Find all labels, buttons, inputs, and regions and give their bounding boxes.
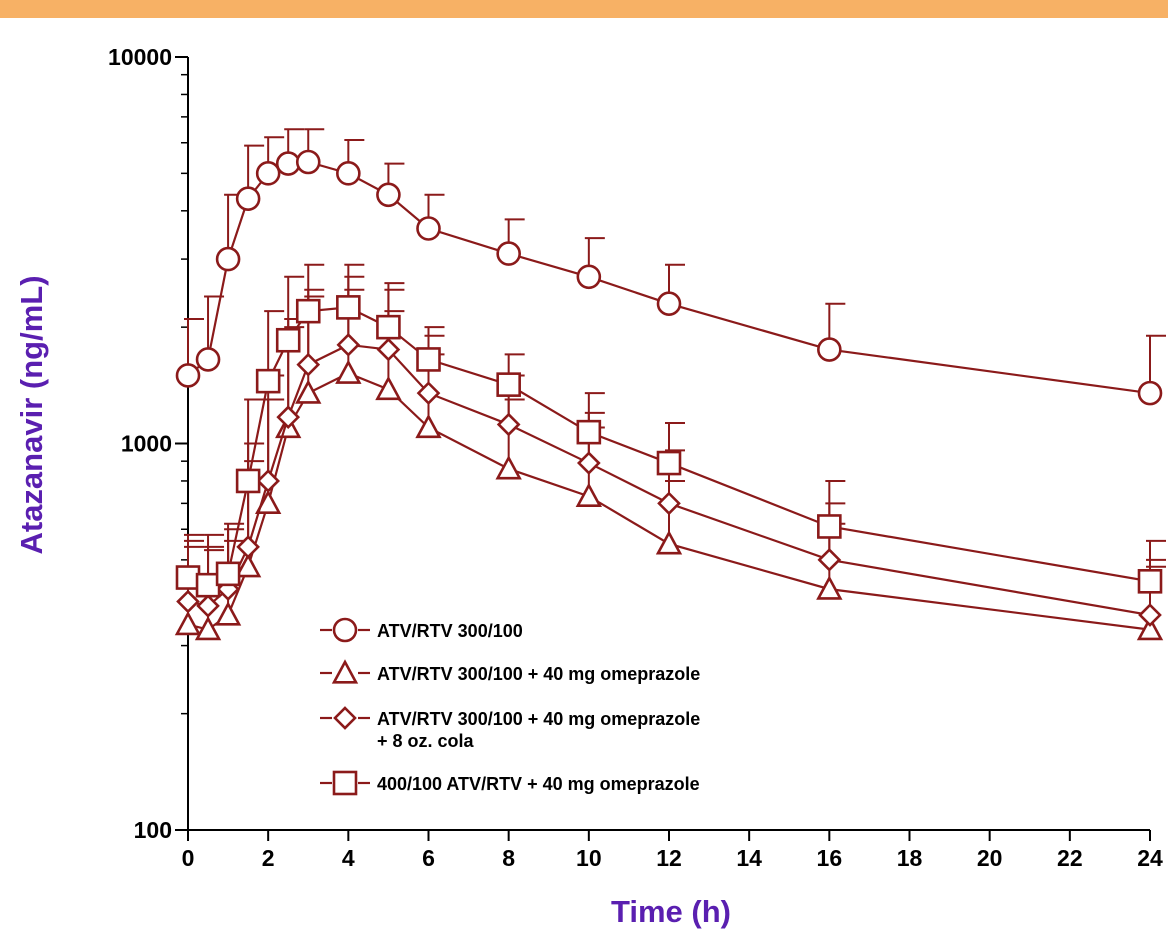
legend-item-circle: ATV/RTV 300/100: [320, 617, 523, 643]
legend-label: 400/100 ATV/RTV + 40 mg omeprazole: [377, 774, 700, 794]
x-tick-label: 22: [1057, 845, 1083, 871]
data-point: [275, 327, 301, 353]
legend-item-diamond: ATV/RTV 300/100 + 40 mg omeprazole+ 8 oz…: [320, 706, 700, 751]
x-axis-title: Time (h): [611, 894, 731, 929]
data-point: [276, 405, 301, 429]
data-point: [256, 469, 281, 493]
y-tick-label: 10000: [108, 44, 172, 70]
legend-marker: [331, 659, 359, 684]
data-point: [215, 246, 241, 272]
x-tick-label: 24: [1137, 845, 1163, 871]
series-circle: [175, 128, 1166, 406]
y-axis-title: Atazanavir (ng/mL): [14, 275, 49, 554]
data-point: [415, 413, 442, 439]
data-point: [176, 589, 200, 614]
x-tick-label: 16: [817, 845, 843, 871]
data-point: [1138, 603, 1162, 627]
data-point: [496, 372, 521, 397]
top-accent-bar: [0, 0, 1168, 18]
legend-label: + 8 oz. cola: [377, 731, 475, 751]
data-point: [817, 548, 842, 572]
data-point: [236, 535, 260, 559]
data-point: [295, 298, 321, 324]
x-tick-label: 2: [262, 845, 275, 871]
x-tick-label: 20: [977, 845, 1003, 871]
legend: ATV/RTV 300/100 ATV/RTV 300/100 + 40 mg o…: [320, 617, 700, 796]
data-point: [416, 381, 441, 405]
data-point: [495, 455, 522, 480]
data-point: [255, 161, 281, 186]
y-tick-label: 100: [134, 817, 172, 843]
series-square: [175, 263, 1166, 598]
x-tick-label: 0: [182, 845, 195, 871]
data-point: [376, 182, 401, 208]
data-point: [496, 412, 521, 437]
data-point: [376, 337, 401, 362]
data-point: [195, 572, 221, 598]
data-point: [215, 561, 241, 587]
legend-marker: [332, 770, 358, 796]
data-point: [195, 347, 221, 372]
data-point: [1137, 569, 1163, 594]
x-tick-label: 14: [736, 845, 762, 871]
data-point: [575, 482, 603, 507]
data-point: [336, 295, 361, 320]
legend-item-square: 400/100 ATV/RTV + 40 mg omeprazole: [320, 770, 700, 796]
data-point: [496, 241, 521, 266]
legend-marker: [333, 706, 357, 730]
x-tick-label: 8: [502, 845, 515, 871]
data-point: [296, 352, 321, 377]
legend-label: ATV/RTV 300/100 + 40 mg omeprazole: [377, 664, 700, 684]
data-point: [655, 530, 683, 555]
data-point: [235, 186, 261, 211]
data-point: [416, 347, 441, 372]
data-point: [175, 363, 201, 388]
data-point: [576, 264, 602, 290]
x-tick-label: 12: [656, 845, 682, 871]
data-point: [214, 601, 242, 626]
data-point: [817, 337, 842, 362]
data-point: [235, 468, 261, 494]
data-point: [175, 565, 201, 590]
data-point: [234, 552, 262, 578]
data-point: [196, 594, 220, 618]
x-tick-label: 4: [342, 845, 355, 871]
data-point: [295, 379, 322, 404]
data-point: [295, 149, 321, 175]
data-point: [816, 575, 843, 600]
legend-label: ATV/RTV 300/100: [377, 621, 523, 641]
legend-item-triangle: ATV/RTV 300/100 + 40 mg omeprazole: [320, 659, 700, 684]
data-point: [335, 359, 362, 384]
data-point: [174, 610, 202, 636]
data-point: [375, 375, 402, 401]
data-point: [336, 161, 361, 186]
legend-label: ATV/RTV 300/100 + 40 mg omeprazole: [377, 709, 700, 729]
data-point: [255, 368, 281, 394]
legend-marker: [332, 617, 358, 643]
data-point: [336, 332, 361, 357]
data-point: [656, 450, 682, 476]
data-point: [376, 314, 401, 340]
x-tick-label: 18: [897, 845, 923, 871]
data-point: [1136, 615, 1164, 641]
data-point: [817, 514, 842, 539]
data-point: [416, 216, 441, 241]
data-point: [275, 151, 301, 176]
y-tick-label: 1000: [121, 431, 172, 457]
x-tick-label: 6: [422, 845, 435, 871]
data-point: [576, 451, 601, 475]
series-layer: [174, 128, 1166, 641]
data-point: [194, 615, 222, 641]
data-point: [1137, 380, 1163, 406]
data-point: [656, 291, 682, 316]
data-point: [657, 491, 681, 516]
x-tick-label: 10: [576, 845, 602, 871]
data-point: [576, 419, 602, 445]
